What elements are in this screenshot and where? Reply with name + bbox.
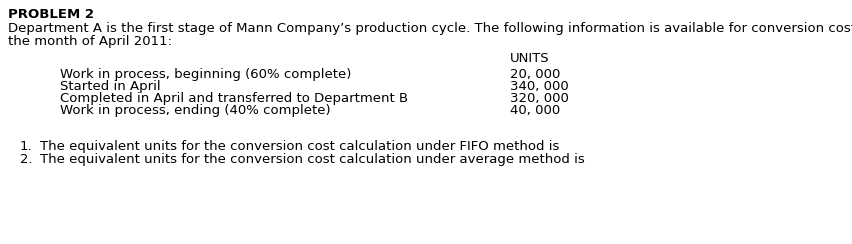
Text: 2.: 2.	[20, 153, 32, 166]
Text: Department A is the first stage of Mann Company’s production cycle. The followin: Department A is the first stage of Mann …	[8, 22, 852, 35]
Text: The equivalent units for the conversion cost calculation under average method is: The equivalent units for the conversion …	[40, 153, 584, 166]
Text: Work in process, beginning (60% complete): Work in process, beginning (60% complete…	[60, 68, 351, 81]
Text: Completed in April and transferred to Department B: Completed in April and transferred to De…	[60, 92, 408, 105]
Text: Started in April: Started in April	[60, 80, 161, 93]
Text: UNITS: UNITS	[510, 52, 550, 65]
Text: 40, 000: 40, 000	[510, 104, 561, 117]
Text: the month of April 2011:: the month of April 2011:	[8, 35, 172, 48]
Text: 1.: 1.	[20, 140, 32, 153]
Text: 340, 000: 340, 000	[510, 80, 569, 93]
Text: 320, 000: 320, 000	[510, 92, 569, 105]
Text: 20, 000: 20, 000	[510, 68, 561, 81]
Text: PROBLEM 2: PROBLEM 2	[8, 8, 94, 21]
Text: The equivalent units for the conversion cost calculation under FIFO method is: The equivalent units for the conversion …	[40, 140, 560, 153]
Text: Work in process, ending (40% complete): Work in process, ending (40% complete)	[60, 104, 331, 117]
